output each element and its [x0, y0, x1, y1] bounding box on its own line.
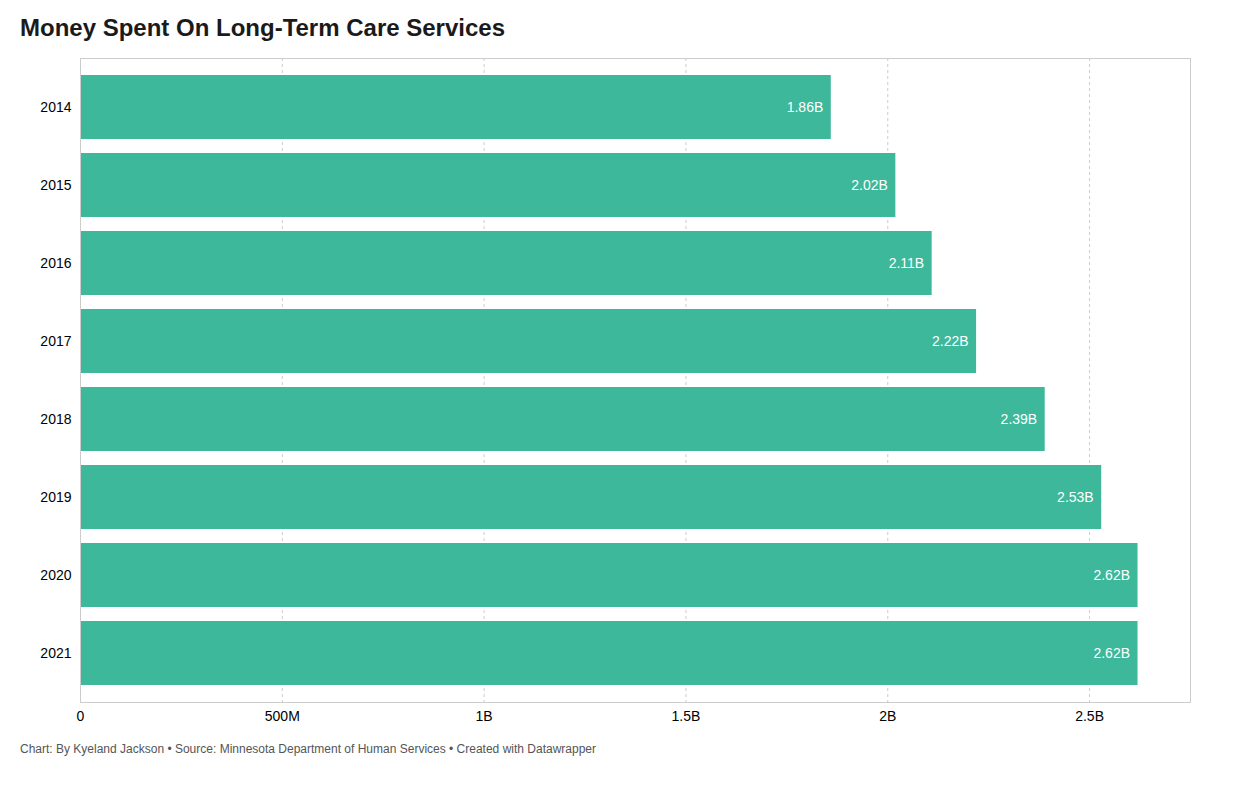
svg-text:1B: 1B	[476, 708, 493, 724]
html-text:Money Spent On Long-Term Care: Money Spent On Long-Term Care Services	[20, 14, 505, 41]
svg-text:2018: 2018	[40, 411, 71, 427]
svg-text:2.22B: 2.22B	[932, 333, 969, 349]
html-text:Chart: By Kyeland Jackson • So: Chart: By Kyeland Jackson • Source: Minn…	[20, 742, 596, 756]
svg-text:500M: 500M	[265, 708, 300, 724]
svg-text:2020: 2020	[40, 567, 71, 583]
svg-text:2B: 2B	[879, 708, 896, 724]
svg-text:2017: 2017	[40, 333, 71, 349]
svg-text:0: 0	[77, 708, 85, 724]
svg-text:2.62B: 2.62B	[1093, 567, 1130, 583]
svg-text:2019: 2019	[40, 489, 71, 505]
svg-text:2.53B: 2.53B	[1057, 489, 1094, 505]
svg-text:2.02B: 2.02B	[851, 177, 888, 193]
svg-text:2016: 2016	[40, 255, 71, 271]
svg-text:2.11B: 2.11B	[889, 255, 925, 271]
svg-text:2.5B: 2.5B	[1075, 708, 1104, 724]
svg-text:1.5B: 1.5B	[672, 708, 701, 724]
svg-text:2.39B: 2.39B	[1001, 411, 1038, 427]
svg-text:2015: 2015	[40, 177, 71, 193]
svg-text:2.62B: 2.62B	[1093, 645, 1130, 661]
svg-text:2021: 2021	[40, 645, 71, 661]
svg-text:1.86B: 1.86B	[787, 99, 824, 115]
svg-text:2014: 2014	[40, 99, 71, 115]
